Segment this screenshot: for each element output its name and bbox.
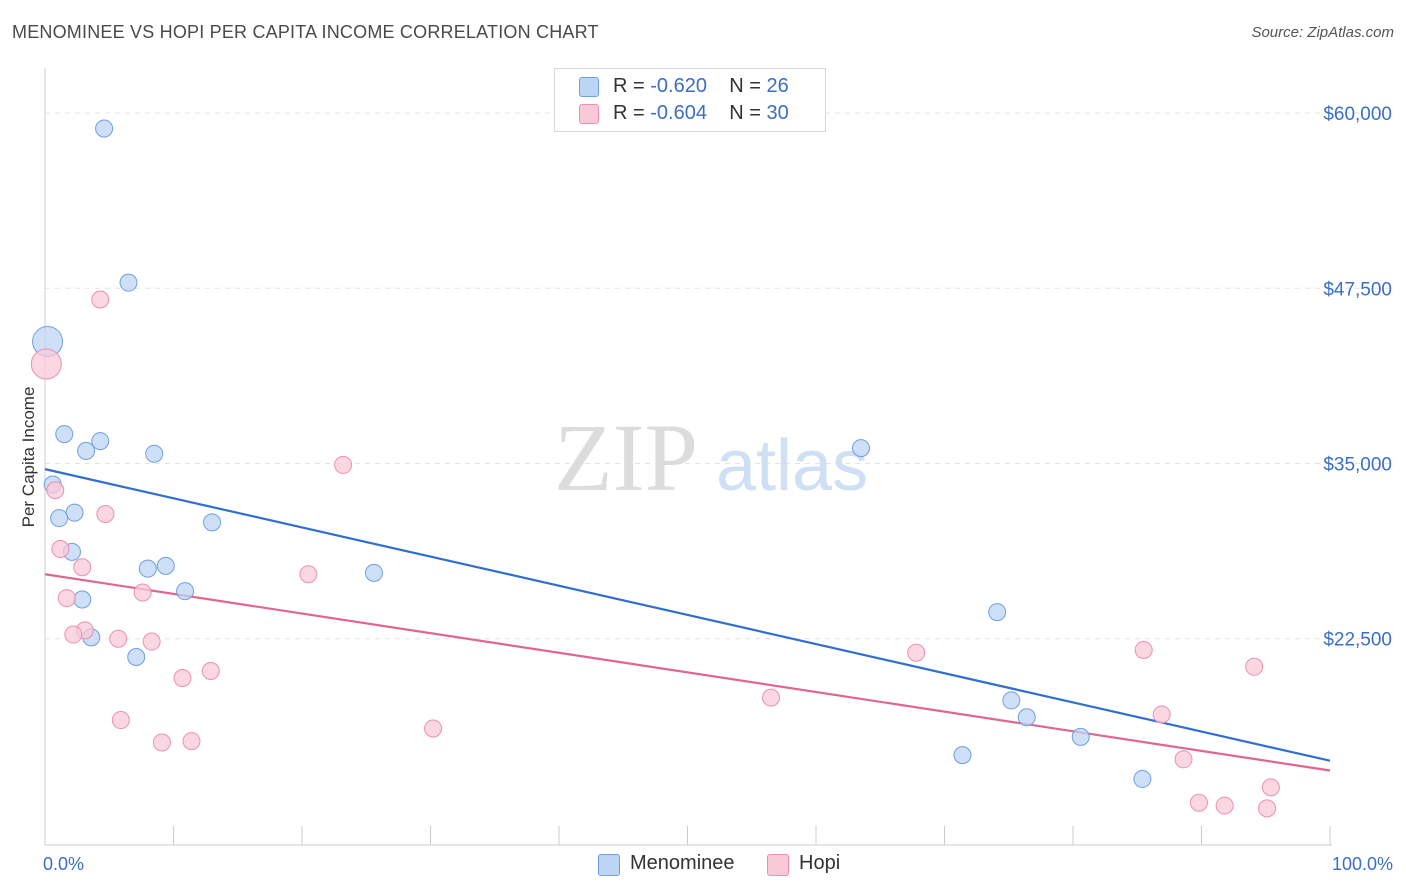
- source-credit: Source: ZipAtlas.com: [1251, 24, 1394, 41]
- hopi-point: [142, 632, 161, 651]
- menominee-point: [138, 559, 157, 578]
- hopi-point: [96, 504, 115, 523]
- hopi-point: [133, 583, 152, 602]
- correlation-legend: R = -0.620 N = 26 R = -0.604 N = 30: [554, 68, 826, 132]
- menominee-point: [1071, 727, 1090, 746]
- hopi-point: [109, 629, 128, 648]
- menominee-legend-label: Menominee: [630, 852, 735, 874]
- legend-n-label: N =: [729, 102, 767, 124]
- x-tick-label-min: 0.0%: [43, 854, 84, 874]
- y-tick-label: $22,500: [1323, 630, 1392, 651]
- hopi-trend-line: [44, 573, 1331, 772]
- hopi-point: [762, 688, 781, 707]
- menominee-point: [50, 509, 69, 528]
- menominee-point: [988, 603, 1007, 622]
- menominee-point: [73, 590, 92, 609]
- watermark-zip: ZIP: [554, 404, 698, 511]
- hopi-point: [1189, 793, 1208, 812]
- menominee-point: [77, 441, 96, 460]
- legend-r-label: R =: [613, 75, 651, 97]
- menominee-point: [851, 439, 870, 458]
- hopi-point: [182, 732, 201, 751]
- hopi-point: [1152, 705, 1171, 724]
- chart-title: MENOMINEE VS HOPI PER CAPITA INCOME CORR…: [12, 22, 599, 42]
- hopi-point: [73, 558, 92, 577]
- menominee-point: [1017, 708, 1036, 727]
- hopi-point: [1245, 657, 1264, 676]
- y-tick-label: $60,000: [1323, 104, 1392, 125]
- menominee-point: [65, 503, 84, 522]
- menominee-point: [1002, 691, 1021, 710]
- menominee-legend-swatch: [598, 854, 620, 876]
- menominee-trend-line: [44, 468, 1331, 762]
- menominee-point: [95, 119, 114, 138]
- grid-lines: [45, 112, 1390, 640]
- hopi-legend-swatch: [767, 854, 789, 876]
- menominee-point: [127, 647, 146, 666]
- menominee-swatch: [579, 77, 599, 97]
- menominee-point: [176, 582, 195, 601]
- hopi-point: [51, 540, 70, 559]
- hopi-swatch: [579, 104, 599, 124]
- menominee-point: [203, 513, 222, 532]
- hopi-point: [1261, 778, 1280, 797]
- hopi-point: [57, 589, 76, 608]
- axes: [44, 68, 1332, 846]
- menominee-point: [364, 563, 383, 582]
- hopi-point: [299, 565, 318, 584]
- menominee-point: [1133, 769, 1152, 788]
- y-tick-label: $35,000: [1323, 455, 1392, 476]
- x-tick-labels: 0.0% 100.0%: [43, 854, 1393, 874]
- hopi-point: [907, 643, 926, 662]
- hopi-point: [424, 719, 443, 738]
- legend-r-label: R =: [613, 102, 651, 124]
- hopi-point: [111, 711, 130, 730]
- y-axis-label: Per Capita Income: [19, 387, 38, 528]
- hopi-point: [201, 661, 220, 680]
- x-tick-label-max: 100.0%: [1332, 854, 1393, 874]
- hopi-point: [46, 481, 65, 500]
- legend-n-value: 30: [766, 102, 789, 124]
- hopi-point: [64, 625, 83, 644]
- menominee-point: [953, 746, 972, 765]
- hopi-point: [1134, 640, 1153, 659]
- legend-r-value: -0.604: [650, 102, 707, 124]
- y-tick-labels: $22,500 $35,000 $47,500 $60,000: [1323, 104, 1392, 651]
- hopi-point: [334, 455, 353, 474]
- data-points: [30, 119, 1280, 818]
- hopi-point: [173, 669, 192, 687]
- hopi-point: [91, 290, 110, 309]
- watermark-atlas: atlas: [716, 426, 868, 506]
- hopi-point: [1258, 799, 1277, 818]
- legend-n-label: N =: [729, 75, 767, 97]
- menominee-point: [145, 444, 164, 463]
- hopi-point: [1215, 796, 1234, 815]
- legend-r-value: -0.620: [650, 75, 707, 97]
- menominee-point: [119, 273, 138, 292]
- menominee-point: [55, 425, 74, 444]
- hopi-point: [30, 348, 62, 380]
- menominee-point: [91, 432, 110, 451]
- menominee-point: [156, 556, 175, 575]
- hopi-legend-label: Hopi: [799, 852, 841, 874]
- trend-lines: [44, 468, 1331, 772]
- hopi-point: [1174, 750, 1193, 769]
- hopi-point: [152, 733, 171, 752]
- legend-n-value: 26: [766, 75, 789, 97]
- y-tick-label: $47,500: [1323, 279, 1392, 300]
